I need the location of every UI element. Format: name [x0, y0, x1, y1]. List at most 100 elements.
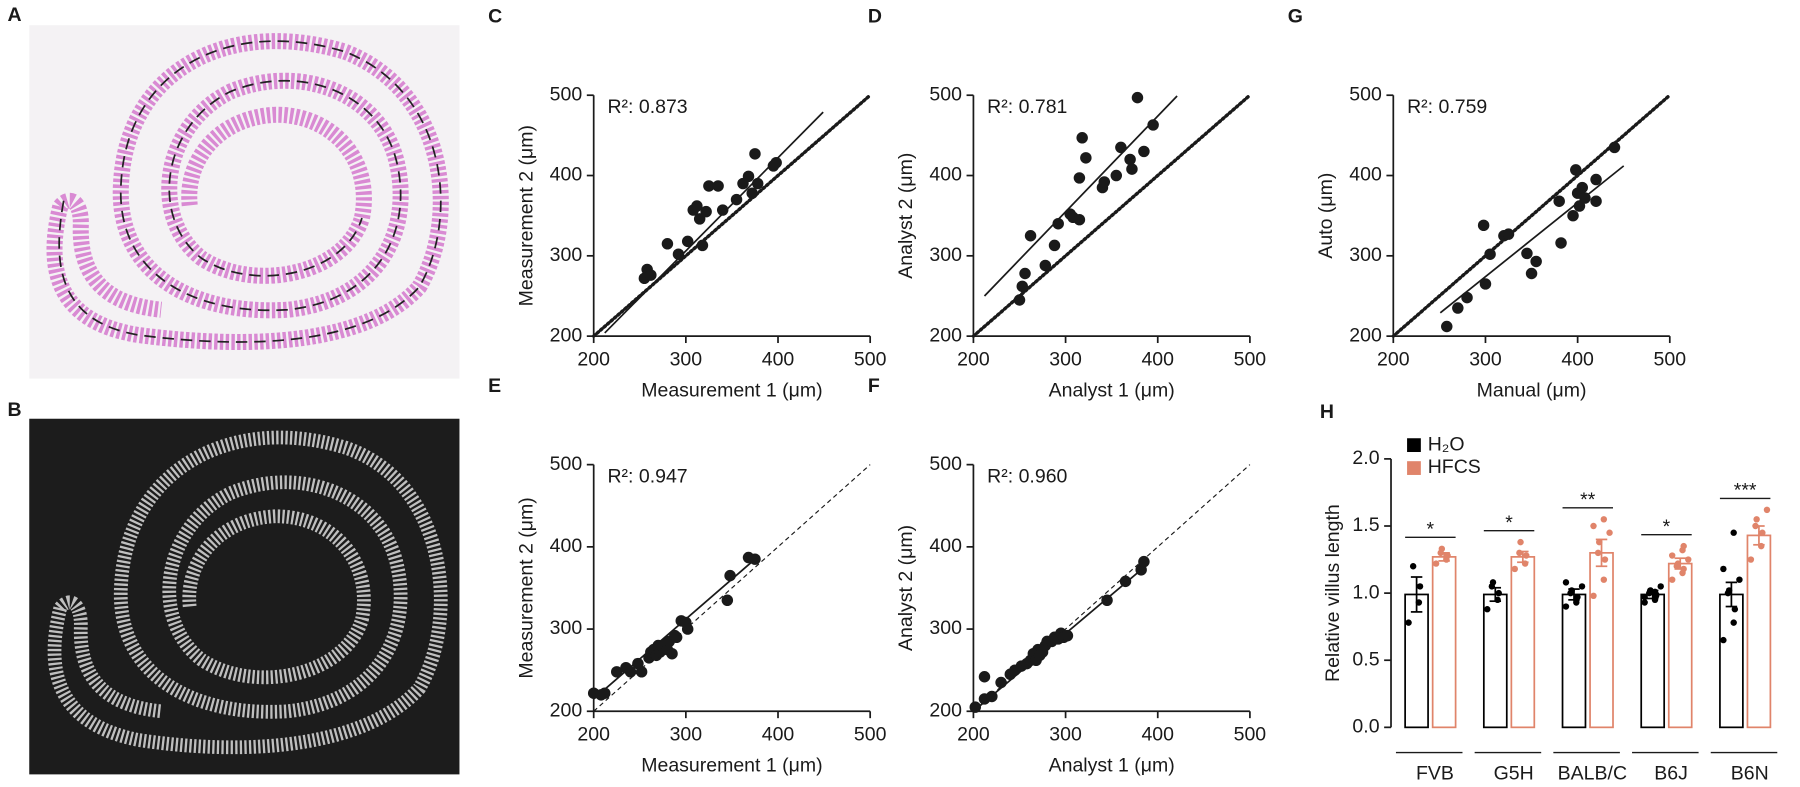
data-point	[1590, 522, 1597, 530]
point	[730, 193, 743, 206]
y-tick-label: 0.0	[1352, 716, 1379, 738]
identity-line	[1391, 93, 1672, 338]
annotation: R²: 0.960	[987, 465, 1067, 487]
data-point	[1641, 599, 1648, 606]
point	[1530, 255, 1542, 268]
point	[1521, 247, 1533, 260]
point	[703, 180, 715, 192]
y-tick-label: 1.0	[1352, 581, 1379, 603]
point	[1555, 237, 1567, 249]
point	[1147, 119, 1159, 131]
point	[1138, 555, 1150, 568]
point	[721, 594, 734, 607]
point	[696, 239, 709, 252]
significance-label: *	[1505, 512, 1513, 534]
x-tick-label: 500	[1654, 348, 1687, 370]
point	[1013, 294, 1026, 306]
point	[599, 687, 611, 699]
point	[724, 569, 736, 582]
x-tick-label: BALB/C	[1558, 763, 1627, 785]
point	[624, 666, 637, 678]
point	[749, 148, 761, 160]
identity-line	[593, 464, 871, 712]
point	[742, 170, 755, 183]
panel-label: B	[7, 399, 21, 421]
point	[1076, 132, 1088, 144]
data-point	[1668, 552, 1676, 559]
data-point	[1405, 619, 1412, 626]
data-point	[1562, 603, 1570, 610]
point	[746, 187, 758, 199]
x-tick-label: 500	[854, 724, 887, 746]
point	[1502, 228, 1515, 240]
tissue-trace	[58, 40, 442, 343]
y-tick-label: 400	[550, 535, 583, 557]
point	[1119, 575, 1132, 588]
x-tick-label: 400	[762, 348, 795, 370]
data-point	[1601, 556, 1609, 563]
point	[1131, 91, 1144, 104]
point	[1124, 153, 1136, 166]
tissue	[46, 33, 449, 351]
point	[1570, 164, 1582, 176]
x-tick-label: 300	[1469, 348, 1502, 370]
identity-line	[973, 464, 1251, 712]
point	[1126, 163, 1138, 175]
x-tick-label: G5H	[1494, 763, 1534, 785]
data-point	[1668, 576, 1676, 583]
x-tick-label: 200	[1377, 348, 1410, 370]
data-point	[1415, 599, 1423, 606]
data-point	[1523, 552, 1530, 559]
y-tick-label: 400	[550, 164, 583, 186]
y-tick-label: 500	[1349, 83, 1382, 105]
data-point	[1573, 596, 1580, 604]
point	[1039, 259, 1052, 272]
panel-label: F	[868, 375, 880, 397]
bar	[1746, 534, 1772, 729]
data-point	[1517, 538, 1524, 546]
x-tick-label: B6J	[1654, 763, 1688, 785]
data-point	[1685, 556, 1692, 563]
data-point	[1720, 636, 1727, 644]
y-tick-label: 400	[929, 535, 962, 557]
data-point	[1736, 576, 1743, 583]
x-axis-label: Manual (μm)	[1477, 379, 1587, 401]
y-tick-label: 200	[929, 699, 962, 721]
point	[1461, 291, 1473, 304]
annotation: R²: 0.781	[987, 96, 1067, 118]
x-tick-label: 400	[762, 724, 795, 746]
data-point	[1725, 587, 1733, 594]
y-tick-label: 400	[929, 164, 962, 186]
point	[1608, 141, 1621, 154]
point	[1576, 181, 1588, 194]
data-point	[1484, 606, 1491, 613]
point	[995, 676, 1007, 689]
data-point	[1730, 619, 1737, 626]
data-point	[1752, 522, 1759, 530]
y-tick-label: 300	[929, 617, 962, 639]
x-tick-label: 500	[1234, 724, 1267, 746]
point	[986, 690, 998, 703]
point	[700, 205, 712, 218]
point	[978, 671, 991, 683]
x-tick-label: 300	[670, 348, 703, 370]
y-axis-label: Measurement 2 (μm)	[515, 497, 537, 678]
data-point	[1596, 538, 1603, 546]
identity-line	[591, 93, 872, 338]
data-point	[1652, 591, 1660, 598]
y-tick-label: 1.5	[1352, 514, 1379, 536]
point	[1477, 219, 1490, 232]
legend-label: HFCS	[1428, 456, 1481, 478]
data-point	[1641, 593, 1648, 601]
fit-line	[983, 95, 1178, 297]
x-tick-label: 200	[577, 724, 610, 746]
annotation: R²: 0.947	[607, 465, 687, 487]
x-tick-label: 400	[1141, 724, 1174, 746]
point	[1484, 248, 1496, 260]
point	[1052, 217, 1064, 230]
bar	[1404, 593, 1429, 729]
point	[1590, 173, 1602, 186]
y-tick-label: 200	[550, 699, 583, 721]
data-point	[1680, 565, 1687, 573]
